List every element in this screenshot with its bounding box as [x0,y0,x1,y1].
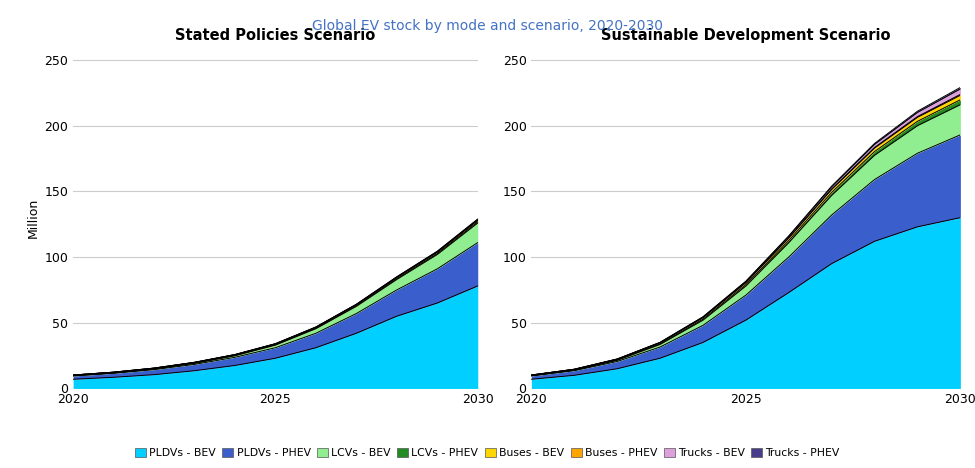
Title: Sustainable Development Scenario: Sustainable Development Scenario [602,28,890,43]
Title: Stated Policies Scenario: Stated Policies Scenario [176,28,375,43]
Text: Global EV stock by mode and scenario, 2020-2030: Global EV stock by mode and scenario, 20… [312,19,663,33]
Y-axis label: Million: Million [27,197,40,238]
Legend: PLDVs - BEV, PLDVs - PHEV, LCVs - BEV, LCVs - PHEV, Buses - BEV, Buses - PHEV, T: PLDVs - BEV, PLDVs - PHEV, LCVs - BEV, L… [131,444,844,462]
